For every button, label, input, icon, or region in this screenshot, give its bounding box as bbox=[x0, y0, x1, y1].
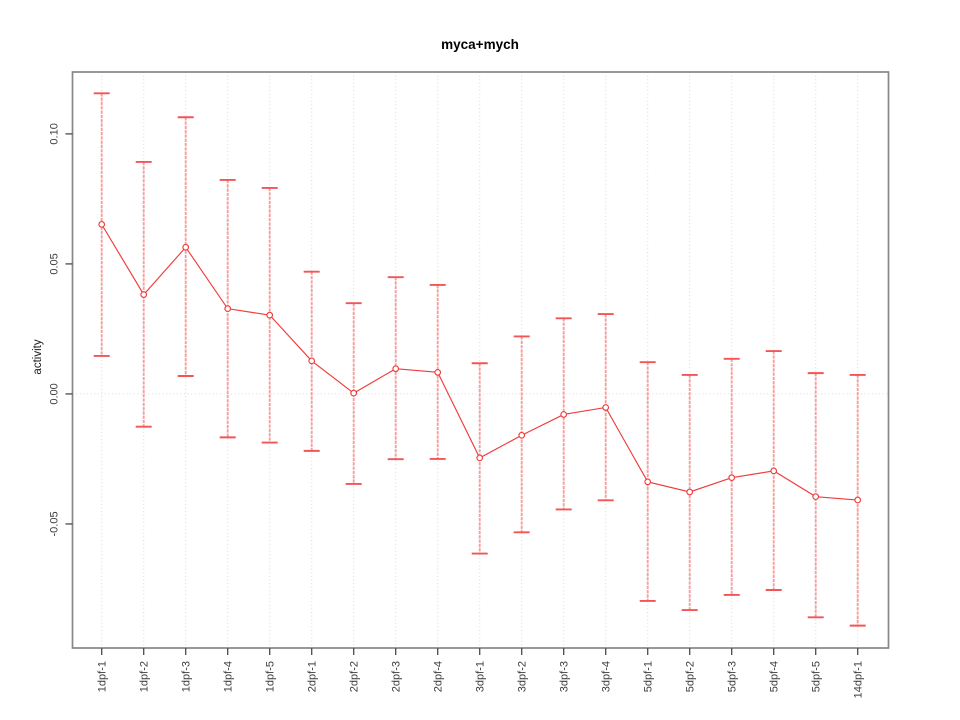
y-tick-label: 0.05 bbox=[49, 253, 61, 274]
x-tick-label: 3dpf-4 bbox=[601, 661, 613, 692]
x-tick-label: 2dpf-1 bbox=[307, 661, 319, 692]
data-point-marker bbox=[770, 467, 778, 475]
data-point-marker bbox=[224, 305, 232, 313]
data-point-marker bbox=[854, 496, 862, 504]
y-tick-label: -0.05 bbox=[49, 511, 61, 536]
x-tick-label: 3dpf-2 bbox=[517, 661, 529, 692]
x-tick-label: 1dpf-3 bbox=[181, 661, 193, 692]
x-tick-label: 3dpf-3 bbox=[559, 661, 571, 692]
y-tick-label: 0.00 bbox=[49, 383, 61, 404]
x-tick-label: 1dpf-5 bbox=[265, 661, 277, 692]
data-point-marker bbox=[518, 431, 526, 439]
x-tick-label: 2dpf-4 bbox=[433, 661, 445, 692]
x-tick-label: 3dpf-1 bbox=[475, 661, 487, 692]
x-tick-label: 5dpf-1 bbox=[643, 661, 655, 692]
data-point-marker bbox=[602, 404, 610, 411]
data-point-marker bbox=[392, 365, 400, 373]
x-tick-label: 14dpf-1 bbox=[853, 661, 865, 698]
x-tick-label: 5dpf-4 bbox=[769, 661, 781, 692]
x-tick-label: 5dpf-2 bbox=[685, 661, 697, 692]
data-point-marker bbox=[812, 493, 820, 501]
y-tick-label: 0.10 bbox=[49, 123, 61, 144]
data-point-marker bbox=[98, 221, 106, 228]
x-tick-label: 5dpf-5 bbox=[811, 661, 823, 692]
data-point-marker bbox=[140, 291, 148, 298]
x-tick-label: 1dpf-2 bbox=[139, 661, 151, 692]
x-tick-label: 2dpf-3 bbox=[391, 661, 403, 692]
data-point-marker bbox=[434, 368, 442, 376]
data-points bbox=[98, 221, 862, 504]
chart-title: myca+mych bbox=[441, 37, 519, 52]
gridlines bbox=[72, 72, 889, 648]
y-axis: -0.05 0.00 0.05 0.10 bbox=[49, 123, 73, 536]
data-point-marker bbox=[728, 474, 736, 482]
x-tick-label: 5dpf-3 bbox=[727, 661, 739, 692]
x-tick-label: 1dpf-4 bbox=[223, 661, 235, 692]
data-point-marker bbox=[350, 389, 358, 397]
x-tick-label: 2dpf-2 bbox=[349, 661, 361, 692]
data-point-marker bbox=[686, 488, 694, 496]
y-axis-title: activity bbox=[32, 339, 44, 374]
data-point-marker bbox=[266, 311, 274, 319]
data-point-marker bbox=[308, 357, 316, 365]
plot-box bbox=[71, 71, 890, 649]
data-point-marker bbox=[476, 454, 484, 462]
data-point-marker bbox=[644, 478, 652, 486]
data-point-marker bbox=[560, 411, 568, 418]
x-axis: 1dpf-1 1dpf-2 1dpf-3 1dpf-4 1dpf-5 2dpf-1 2dpf… bbox=[97, 648, 865, 698]
data-point-marker bbox=[182, 243, 190, 251]
x-tick-label: 1dpf-1 bbox=[97, 661, 109, 692]
